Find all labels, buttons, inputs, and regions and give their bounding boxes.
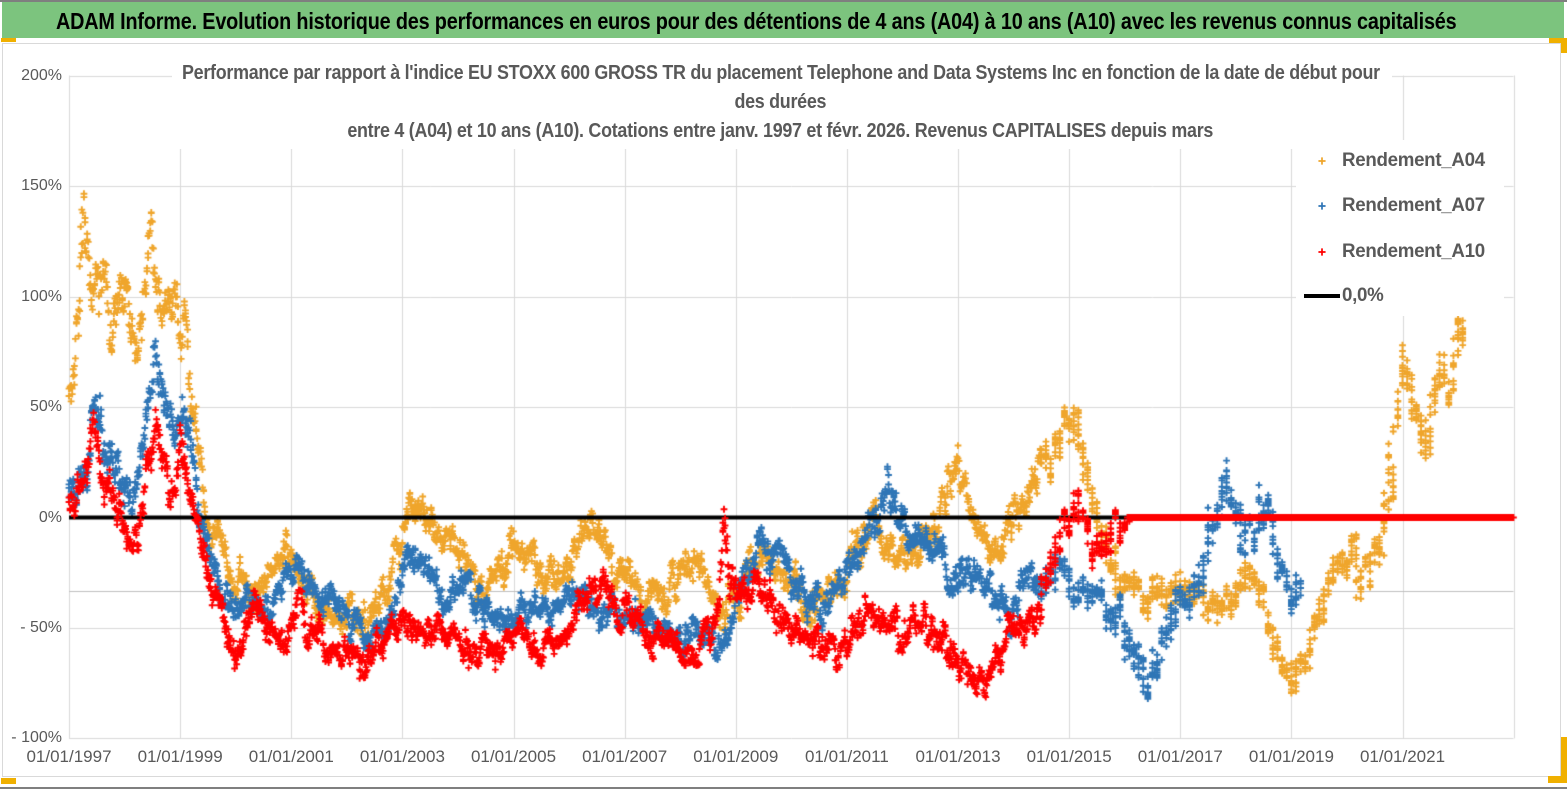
zero-line-sample-icon	[1304, 294, 1340, 298]
gold-accent-top-right-v	[1561, 38, 1567, 53]
y-tick-label: 150%	[21, 177, 62, 195]
x-tick-label: 01/01/2003	[359, 747, 445, 766]
x-tick-label: 01/01/2021	[1359, 747, 1446, 766]
legend: Rendement_A04 Rendement_A07 Rendement_A1…	[1296, 140, 1504, 316]
x-tick-label: 01/01/2001	[248, 747, 334, 766]
top-edge-line	[0, 0, 1567, 2]
x-tick-label: 01/01/2011	[804, 747, 889, 766]
x-tick-label: 01/01/1999	[137, 747, 223, 766]
gold-accent-bottom-left	[1, 778, 16, 784]
x-tick-label: 01/01/2015	[1026, 747, 1112, 766]
y-tick-label: - 50%	[20, 618, 62, 636]
legend-item-rendement-a07[interactable]: Rendement_A07	[1296, 194, 1504, 218]
plus-marker-icon	[1318, 157, 1326, 165]
bottom-edge-line	[0, 787, 1567, 789]
legend-item-zero-line[interactable]: 0,0%	[1296, 284, 1504, 308]
chart-title-background	[172, 44, 1392, 149]
header-title: ADAM Informe. Evolution historique des p…	[56, 8, 1457, 34]
legend-label: Rendement_A07	[1342, 195, 1485, 216]
y-tick-label: 200%	[21, 66, 62, 84]
legend-item-rendement-a10[interactable]: Rendement_A10	[1296, 240, 1504, 264]
x-tick-label: 01/01/2019	[1248, 747, 1334, 766]
gold-accent-top-right-h	[1549, 38, 1567, 43]
legend-label: Rendement_A10	[1342, 241, 1485, 262]
x-tick-label: 01/01/2013	[915, 747, 1001, 766]
legend-label: 0,0%	[1342, 285, 1384, 306]
y-tick-label: 100%	[21, 287, 62, 305]
legend-label: Rendement_A04	[1342, 150, 1485, 171]
x-tick-label: 01/01/1997	[26, 747, 112, 766]
header-bar: ADAM Informe. Evolution historique des p…	[2, 2, 1564, 38]
y-tick-label: 0%	[38, 508, 62, 526]
gold-accent-bottom-right-h	[1548, 776, 1567, 783]
x-tick-label: 01/01/2017	[1137, 747, 1223, 766]
x-tick-label: 01/01/2007	[582, 747, 668, 766]
x-tick-label: 01/01/2005	[470, 747, 557, 766]
plus-marker-icon	[1318, 202, 1326, 210]
chart-area-border	[2, 43, 1561, 777]
gold-accent-bottom-right-v	[1561, 737, 1567, 783]
y-tick-label: 50%	[29, 398, 62, 416]
plus-marker-icon	[1318, 248, 1326, 256]
x-tick-label: 01/01/2009	[693, 747, 779, 766]
legend-item-rendement-a04[interactable]: Rendement_A04	[1296, 149, 1504, 173]
y-tick-label: - 100%	[11, 729, 62, 747]
gold-accent-top-left	[1, 38, 16, 42]
